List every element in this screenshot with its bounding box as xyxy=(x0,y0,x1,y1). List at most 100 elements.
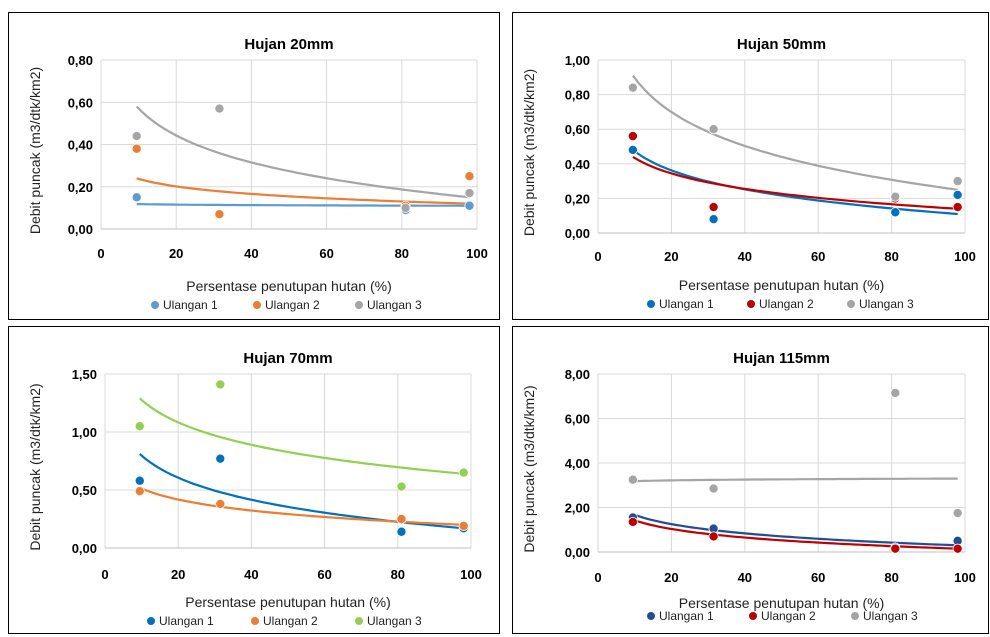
y-axis-label: Debit puncak (m3/dtk/km2) xyxy=(27,67,43,234)
y-tick-label: 0,20 xyxy=(565,191,590,206)
data-point xyxy=(708,202,719,213)
data-point xyxy=(952,508,963,519)
trendline xyxy=(136,177,470,205)
data-point xyxy=(952,176,963,187)
x-tick-label: 20 xyxy=(169,246,183,261)
x-tick-label: 60 xyxy=(319,246,333,261)
data-point xyxy=(458,520,469,531)
legend-label: Ulangan 3 xyxy=(367,614,422,628)
x-tick-label: 20 xyxy=(664,249,678,264)
legend-label: Ulangan 1 xyxy=(659,297,714,311)
x-tick-label: 60 xyxy=(811,249,825,264)
x-tick-label: 100 xyxy=(954,249,976,264)
chart-title: Hujan 115mm xyxy=(733,350,830,367)
x-tick-label: 0 xyxy=(97,246,104,261)
data-point xyxy=(396,526,407,537)
x-tick-label: 100 xyxy=(460,567,482,582)
data-point xyxy=(134,475,145,486)
x-tick-label: 100 xyxy=(954,570,976,585)
data-point xyxy=(708,531,719,542)
y-tick-label: 0,00 xyxy=(68,222,93,237)
x-axis-label: Persentase penutupan hutan (%) xyxy=(679,595,884,611)
x-tick-label: 80 xyxy=(884,249,898,264)
trendline xyxy=(632,149,958,216)
chart-title: Hujan 70mm xyxy=(243,350,332,367)
chart-title: Hujan 20mm xyxy=(244,36,333,53)
data-point xyxy=(890,191,901,202)
legend-label: Ulangan 1 xyxy=(163,298,218,312)
chart-svg: Hujan 20mm 0 20 40 60 80 100 0,00 0,20 0,40 0,60 0,… xyxy=(27,36,488,312)
x-tick-label: 80 xyxy=(391,567,405,582)
legend-label: Ulangan 2 xyxy=(761,609,816,623)
y-tick-label: 4,00 xyxy=(565,456,590,471)
data-point xyxy=(627,516,638,527)
x-tick-label: 0 xyxy=(101,567,108,582)
data-point xyxy=(215,379,226,390)
legend-marker xyxy=(147,617,155,625)
chart-panel-hujan-70mm: Hujan 70mm 0 20 40 60 80 100 0,00 0,50 1,00 1,50 Pe… xyxy=(8,326,500,634)
y-tick-label: 1,50 xyxy=(72,367,97,382)
chart-title: Hujan 50mm xyxy=(737,36,826,53)
legend-marker xyxy=(749,612,757,620)
x-tick-label: 60 xyxy=(317,567,331,582)
legend-label: Ulangan 1 xyxy=(659,609,714,623)
y-tick-label: 0,60 xyxy=(68,95,93,110)
x-tick-label: 40 xyxy=(244,246,258,261)
x-tick-label: 40 xyxy=(738,249,752,264)
y-tick-label: 0,60 xyxy=(565,122,590,137)
data-point xyxy=(214,103,225,114)
x-tick-label: 40 xyxy=(738,570,752,585)
legend-marker xyxy=(251,617,259,625)
x-tick-label: 0 xyxy=(594,249,601,264)
x-axis-label: Persentase penutupan hutan (%) xyxy=(186,278,391,294)
chart-panel-hujan-20mm: Hujan 20mm 0 20 40 60 80 100 0,00 0,20 0,40 0,60 0,… xyxy=(8,12,500,320)
y-axis-label: Debit puncak (m3/dtk/km2) xyxy=(521,385,537,552)
x-axis-label: Persentase penutupan hutan (%) xyxy=(679,277,884,293)
y-tick-label: 0,20 xyxy=(68,180,93,195)
trendline xyxy=(135,105,470,199)
data-point xyxy=(627,144,638,155)
data-point xyxy=(396,513,407,524)
x-tick-label: 100 xyxy=(466,246,488,261)
y-tick-label: 8,00 xyxy=(565,367,590,382)
data-point xyxy=(131,131,142,142)
x-tick-label: 20 xyxy=(171,567,185,582)
y-tick-label: 0,00 xyxy=(565,226,590,241)
trendline xyxy=(136,203,470,207)
data-point xyxy=(458,467,469,478)
data-point xyxy=(131,143,142,154)
trendline xyxy=(139,453,464,530)
x-axis-label: Persentase penutupan hutan (%) xyxy=(185,594,390,610)
trendline xyxy=(632,155,958,210)
chart-svg: Hujan 50mm 0 20 40 60 80 100 0,00 0,20 0,40 0,60 0,… xyxy=(521,36,976,311)
data-point xyxy=(134,421,145,432)
legend-marker xyxy=(355,617,363,625)
chart-panel-hujan-115mm: Hujan 115mm 0 20 40 60 80 100 0,00 2,00 4,00 6,00 8… xyxy=(512,326,989,634)
y-tick-label: 0,40 xyxy=(68,138,93,153)
data-point xyxy=(708,483,719,494)
legend-marker xyxy=(851,612,859,620)
legend-label: Ulangan 3 xyxy=(367,298,422,312)
chart-panel-hujan-50mm: Hujan 50mm 0 20 40 60 80 100 0,00 0,20 0,40 0,60 0,… xyxy=(512,12,989,320)
legend-marker xyxy=(151,301,159,309)
legend-label: Ulangan 3 xyxy=(863,609,918,623)
y-tick-label: 0,00 xyxy=(72,541,97,556)
data-point xyxy=(214,209,225,220)
data-point xyxy=(952,202,963,213)
legend-marker xyxy=(647,300,655,308)
y-tick-label: 0,50 xyxy=(72,483,97,498)
data-point xyxy=(134,486,145,497)
data-point xyxy=(952,543,963,554)
data-point xyxy=(131,192,142,203)
y-tick-label: 0,80 xyxy=(565,88,590,103)
data-point xyxy=(890,387,901,398)
trendline xyxy=(632,513,958,547)
data-point xyxy=(708,124,719,135)
x-tick-label: 0 xyxy=(594,570,601,585)
x-tick-label: 60 xyxy=(811,570,825,585)
legend-marker xyxy=(647,612,655,620)
data-point xyxy=(890,543,901,554)
data-point xyxy=(464,171,475,182)
x-tick-label: 40 xyxy=(244,567,258,582)
legend-marker xyxy=(355,301,363,309)
